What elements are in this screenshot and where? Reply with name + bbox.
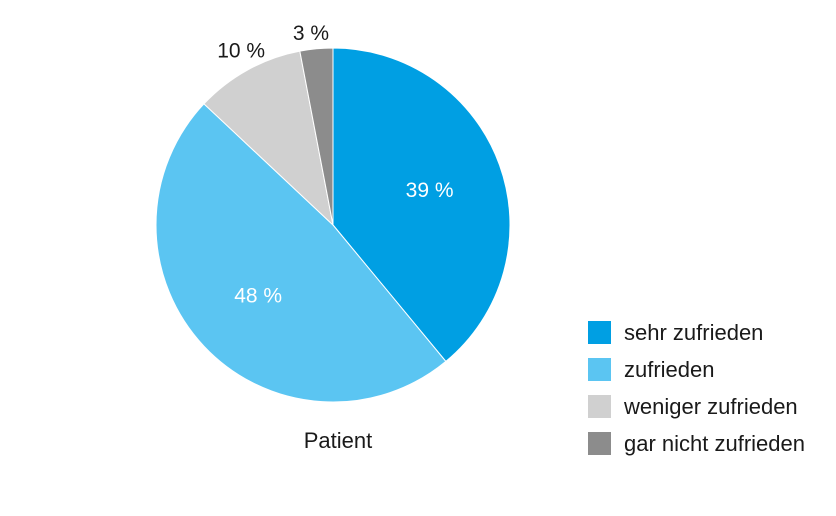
legend-swatch-weniger-zufrieden — [588, 395, 611, 418]
legend-item-weniger-zufrieden: weniger zufrieden — [588, 388, 805, 425]
pie-label-zufrieden: 48 % — [234, 284, 282, 307]
pie-label-gar-nicht-zufrieden: 3 % — [293, 22, 329, 45]
legend-item-zufrieden: zufrieden — [588, 351, 805, 388]
legend-label-sehr-zufrieden: sehr zufrieden — [624, 319, 764, 345]
pie-slice-sehr-zufrieden — [332, 47, 511, 363]
chart-caption: Patient — [303, 428, 373, 453]
pie-slice-gar-nicht-zufrieden — [299, 47, 334, 226]
legend-swatch-zufrieden — [588, 358, 611, 381]
legend-item-gar-nicht-zufrieden: gar nicht zufrieden — [588, 425, 805, 462]
legend-item-sehr-zufrieden: sehr zufrieden — [588, 314, 805, 351]
legend-swatch-sehr-zufrieden — [588, 321, 611, 344]
legend-label-weniger-zufrieden: weniger zufrieden — [624, 393, 798, 419]
legend-swatch-gar-nicht-zufrieden — [588, 432, 611, 455]
pie-label-weniger-zufrieden: 10 % — [217, 40, 265, 63]
pie-slice-zufrieden — [155, 103, 447, 403]
pie-label-sehr-zufrieden: 39 % — [406, 179, 454, 202]
legend: sehr zufrieden zufrieden weniger zufried… — [588, 314, 805, 462]
pie-slice-weniger-zufrieden — [203, 50, 334, 227]
legend-label-zufrieden: zufrieden — [624, 356, 715, 382]
legend-label-gar-nicht-zufrieden: gar nicht zufrieden — [624, 430, 805, 456]
